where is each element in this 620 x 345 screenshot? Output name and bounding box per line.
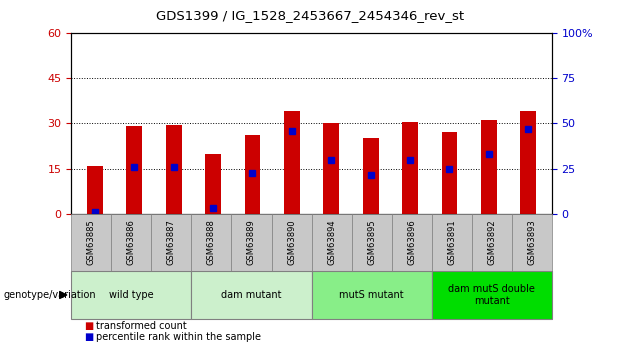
Text: GSM63887: GSM63887 bbox=[167, 219, 176, 265]
Text: mutS mutant: mutS mutant bbox=[339, 290, 404, 300]
Text: GSM63885: GSM63885 bbox=[87, 219, 96, 265]
Text: wild type: wild type bbox=[109, 290, 154, 300]
Bar bbox=[441, 132, 458, 214]
Bar bbox=[87, 166, 103, 214]
Text: GSM63890: GSM63890 bbox=[287, 219, 296, 265]
Bar bbox=[284, 111, 299, 214]
Text: GSM63893: GSM63893 bbox=[527, 219, 536, 265]
Text: GSM63888: GSM63888 bbox=[207, 219, 216, 265]
Text: GSM63894: GSM63894 bbox=[327, 219, 336, 265]
Bar bbox=[324, 123, 339, 214]
Text: GSM63889: GSM63889 bbox=[247, 219, 256, 265]
Bar bbox=[166, 125, 182, 214]
Text: GSM63896: GSM63896 bbox=[407, 219, 416, 265]
Text: dam mutS double
mutant: dam mutS double mutant bbox=[448, 284, 535, 306]
Text: transformed count: transformed count bbox=[96, 321, 187, 331]
Text: genotype/variation: genotype/variation bbox=[3, 290, 95, 300]
Text: dam mutant: dam mutant bbox=[221, 290, 281, 300]
Bar bbox=[481, 120, 497, 214]
Text: GSM63892: GSM63892 bbox=[487, 219, 496, 265]
Text: GDS1399 / IG_1528_2453667_2454346_rev_st: GDS1399 / IG_1528_2453667_2454346_rev_st bbox=[156, 9, 464, 22]
Bar bbox=[245, 135, 260, 214]
Bar bbox=[363, 138, 378, 214]
Bar bbox=[205, 154, 221, 214]
Text: percentile rank within the sample: percentile rank within the sample bbox=[96, 333, 261, 342]
Text: ■: ■ bbox=[84, 321, 93, 331]
Text: ■: ■ bbox=[84, 333, 93, 342]
Text: GSM63895: GSM63895 bbox=[367, 219, 376, 265]
Bar bbox=[126, 126, 142, 214]
Text: GSM63891: GSM63891 bbox=[447, 219, 456, 265]
Bar bbox=[402, 122, 418, 214]
Bar bbox=[520, 111, 536, 214]
Text: GSM63886: GSM63886 bbox=[127, 219, 136, 265]
